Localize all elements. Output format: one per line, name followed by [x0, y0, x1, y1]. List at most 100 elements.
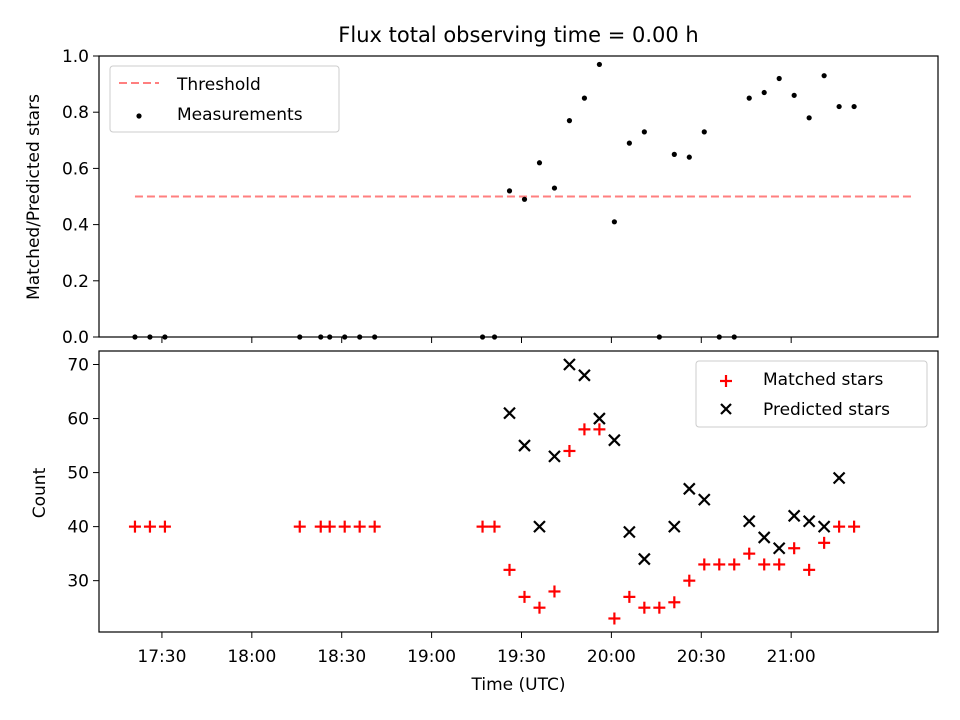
measurement-point	[776, 75, 782, 82]
top-y-tick-label: 0.0	[62, 328, 89, 348]
measurement-point	[641, 129, 647, 135]
matched-star-marker	[608, 612, 621, 625]
bottom-x-axis-label: Time (UTC)	[471, 675, 566, 695]
matched-star-marker	[293, 520, 306, 533]
predicted-star-marker	[608, 433, 621, 447]
matched-star-marker	[683, 574, 696, 587]
top-y-tick-label: 0.4	[62, 216, 89, 236]
measurement-point	[551, 185, 558, 191]
top-y-tick-label: 1.0	[62, 47, 89, 67]
top-y-tick-label: 0.6	[62, 159, 89, 179]
measurement-point	[506, 188, 513, 194]
bottom-plot-area: 30 40 50 60 70 17:30 18:00 18:30 19:00 19:30 20:00…	[67, 356, 861, 667]
predicted-star-marker	[518, 439, 531, 452]
matched-star-marker	[653, 601, 666, 614]
matched-star-marker	[563, 444, 576, 457]
top-chart-title: Flux total observing time = 0.00 h	[338, 23, 698, 47]
matched-star-marker	[758, 558, 771, 571]
measurement-point	[791, 92, 797, 98]
matched-star-marker	[698, 558, 711, 571]
matched-star-marker	[803, 563, 816, 576]
matched-star-marker	[128, 520, 141, 533]
predicted-star-marker	[787, 509, 801, 523]
matched-star-marker	[548, 585, 561, 598]
measurement-point	[821, 73, 827, 79]
bottom-y-axis-label: Count	[30, 467, 50, 518]
predicted-star-marker	[503, 406, 516, 420]
measurement-point	[626, 140, 632, 146]
bottom-x-tick-label: 19:30	[497, 647, 546, 667]
matched-star-marker	[773, 558, 786, 571]
matched-star-marker	[368, 520, 381, 533]
predicted-star-marker	[742, 514, 756, 528]
legend-predicted-swatch	[720, 403, 732, 415]
predicted-star-marker	[817, 520, 831, 533]
measurement-point	[746, 95, 752, 101]
measurement-point	[761, 89, 767, 96]
matched-star-marker	[593, 423, 606, 436]
legend-predicted-label: Predicted stars	[763, 400, 890, 420]
matched-star-marker	[578, 423, 591, 436]
measurement-point	[536, 160, 543, 166]
matched-star-marker	[476, 520, 489, 533]
bottom-y-tick-label: 50	[67, 464, 89, 484]
bottom-x-tick-label: 17:30	[137, 647, 186, 667]
predicted-star-marker	[757, 531, 771, 544]
bottom-legend: Matched stars Predicted stars	[695, 360, 928, 428]
bottom-x-tick-label: 19:00	[407, 647, 456, 667]
matched-star-marker	[488, 520, 501, 533]
measurement-point	[611, 219, 617, 225]
matched-star-marker	[323, 520, 336, 533]
legend-measurements-swatch	[136, 113, 142, 119]
measurement-point	[596, 61, 603, 68]
matched-star-marker	[623, 590, 636, 603]
top-plot-area: 0.0 0.2 0.4 0.6 0.8 1.0	[62, 47, 915, 348]
measurement-point	[851, 103, 857, 110]
bottom-legend-box	[695, 360, 928, 428]
bottom-y-tick-label: 60	[67, 410, 89, 430]
legend-matched-swatch	[720, 375, 732, 387]
matched-star-marker	[848, 520, 861, 533]
measurement-point	[806, 115, 812, 121]
matched-star-marker	[638, 601, 651, 614]
legend-measurements-label: Measurements	[177, 105, 303, 125]
bottom-x-tick-label: 18:00	[227, 647, 276, 667]
top-y-tick-label: 0.8	[62, 103, 89, 123]
matched-star-marker	[743, 547, 756, 560]
matched-star-marker	[158, 520, 171, 533]
matched-star-marker	[518, 590, 531, 603]
matched-star-marker	[353, 520, 366, 533]
bottom-x-tick-label: 20:00	[587, 647, 636, 667]
predicted-star-marker	[548, 450, 561, 463]
matched-star-marker	[503, 563, 516, 576]
predicted-star-marker	[832, 471, 846, 485]
measurement-point	[581, 95, 588, 101]
top-y-axis-label: Matched/Predicted stars	[24, 94, 44, 300]
measurement-point	[566, 118, 573, 124]
predicted-star-marker	[772, 541, 786, 555]
measurement-point	[686, 154, 692, 160]
matched-star-marker	[818, 536, 831, 549]
matched-star-marker	[338, 520, 351, 533]
measurement-point	[671, 151, 677, 157]
matched-star-marker	[788, 542, 801, 555]
predicted-star-marker	[593, 412, 606, 425]
top-axes-frame	[98, 55, 939, 338]
measurement-point	[521, 196, 528, 202]
predicted-star-marker	[623, 525, 636, 539]
predicted-star-marker	[668, 520, 681, 533]
legend-threshold-label: Threshold	[176, 75, 261, 95]
bottom-y-tick-label: 70	[67, 356, 89, 376]
legend-matched-label: Matched stars	[763, 370, 883, 390]
matched-star-marker	[833, 520, 846, 533]
predicted-star-marker	[533, 520, 546, 533]
bottom-x-tick-label: 21:00	[767, 647, 816, 667]
bottom-x-tick-label: 20:30	[677, 647, 726, 667]
matched-star-marker	[533, 601, 546, 614]
predicted-star-marker	[683, 482, 696, 496]
top-legend-box	[109, 65, 340, 133]
matched-star-marker	[713, 558, 726, 571]
predicted-star-marker	[578, 369, 591, 382]
measurement-point	[836, 103, 842, 110]
